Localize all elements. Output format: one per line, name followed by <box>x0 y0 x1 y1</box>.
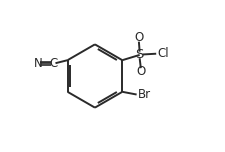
Text: Br: Br <box>137 88 150 101</box>
Text: Cl: Cl <box>157 47 168 60</box>
Text: C: C <box>50 57 58 70</box>
Text: O: O <box>136 65 145 78</box>
Text: N: N <box>34 57 42 70</box>
Text: S: S <box>135 48 143 61</box>
Text: O: O <box>134 31 143 44</box>
